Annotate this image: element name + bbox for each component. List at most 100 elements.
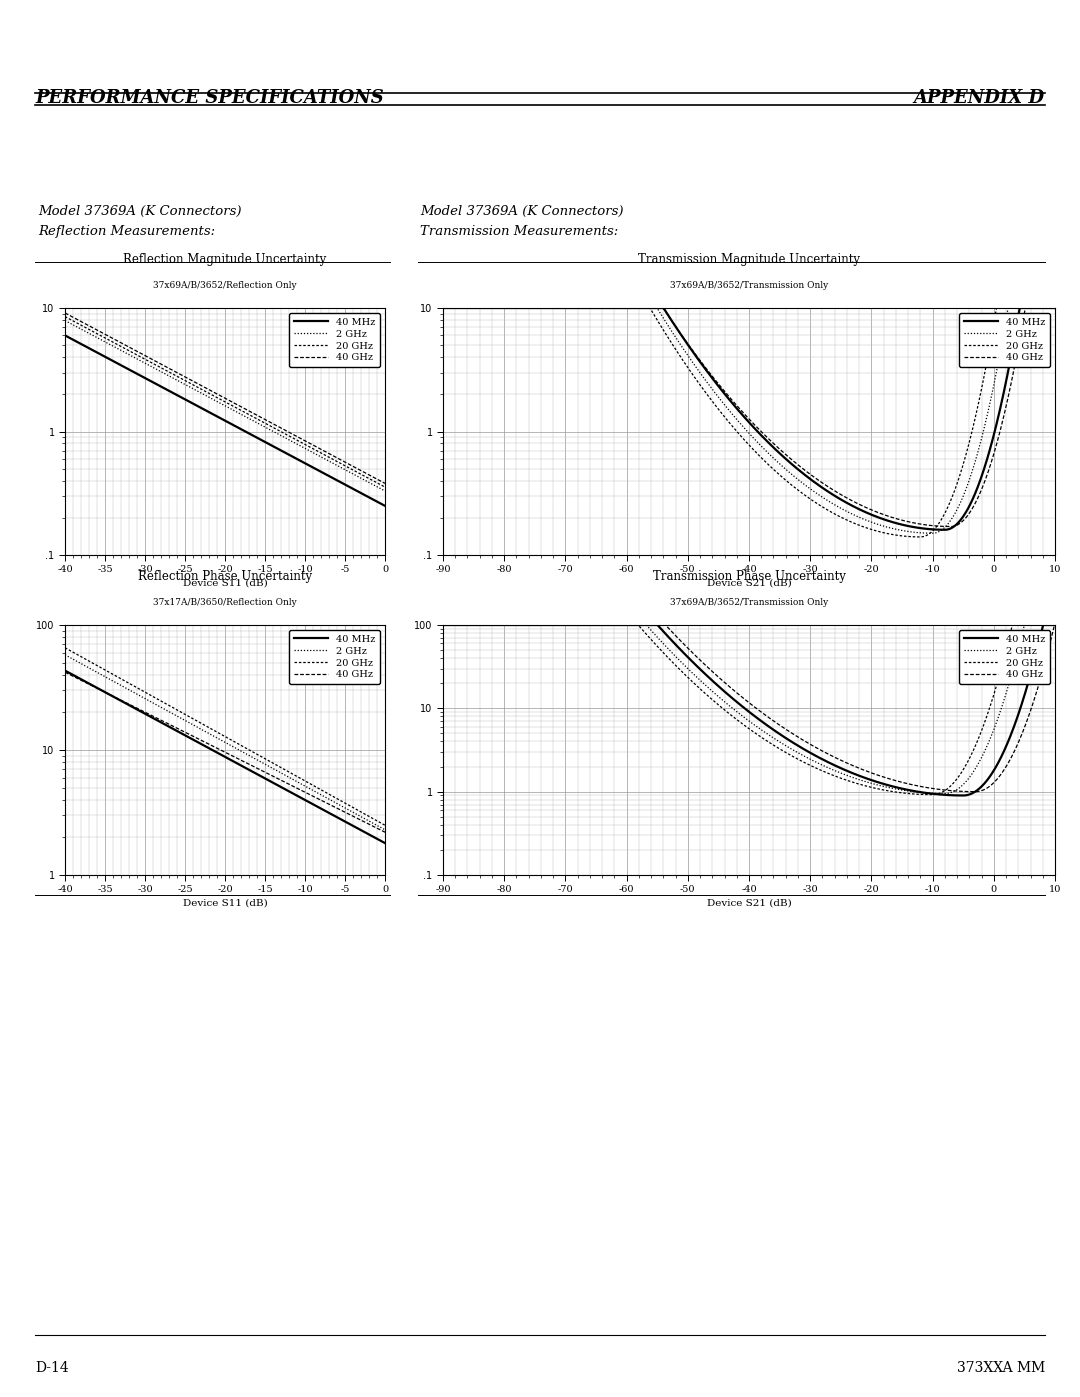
Legend: 40 MHz, 2 GHz, 20 GHz, 40 GHz: 40 MHz, 2 GHz, 20 GHz, 40 GHz — [289, 313, 380, 367]
20 GHz — [378, 479, 391, 496]
20 GHz — [58, 640, 71, 657]
2 GHz — [91, 330, 104, 346]
40 GHz — [499, 299, 512, 316]
20 GHz — [91, 326, 104, 342]
Text: Reflection Measurements:: Reflection Measurements: — [38, 225, 215, 237]
40 MHz — [91, 680, 104, 697]
Text: Model 37369A (K Connectors): Model 37369A (K Connectors) — [420, 205, 623, 218]
20 GHz — [1049, 299, 1062, 316]
2 GHz — [1049, 616, 1062, 633]
40 GHz — [279, 774, 292, 791]
Text: Reflection Magnitude Uncertainty: Reflection Magnitude Uncertainty — [123, 253, 326, 265]
Line: 2 GHz: 2 GHz — [443, 624, 1055, 793]
40 MHz — [924, 785, 937, 802]
40 GHz — [314, 440, 327, 457]
2 GHz — [200, 387, 213, 404]
40 MHz — [279, 444, 292, 461]
40 GHz — [499, 616, 512, 633]
Text: 373XXA MM: 373XXA MM — [957, 1361, 1045, 1375]
2 GHz — [706, 381, 719, 398]
20 GHz — [924, 787, 937, 803]
Line: 40 MHz: 40 MHz — [443, 624, 1055, 795]
40 MHz — [924, 521, 937, 538]
Line: 20 GHz: 20 GHz — [443, 307, 1055, 536]
40 MHz — [684, 339, 697, 356]
2 GHz — [378, 821, 391, 838]
40 GHz — [188, 728, 201, 745]
Legend: 40 MHz, 2 GHz, 20 GHz, 40 GHz: 40 MHz, 2 GHz, 20 GHz, 40 GHz — [959, 630, 1050, 685]
2 GHz — [58, 312, 71, 328]
Line: 20 GHz: 20 GHz — [65, 317, 384, 488]
Text: PERFORMANCE SPECIFICATIONS: PERFORMANCE SPECIFICATIONS — [35, 89, 383, 108]
20 GHz — [914, 787, 927, 803]
Line: 40 MHz: 40 MHz — [65, 671, 384, 844]
40 MHz — [308, 460, 321, 476]
20 GHz — [378, 817, 391, 834]
2 GHz — [1049, 299, 1062, 316]
40 MHz — [378, 835, 391, 852]
20 GHz — [926, 524, 939, 541]
40 GHz — [436, 299, 449, 316]
20 GHz — [926, 787, 939, 803]
Text: Transmission Measurements:: Transmission Measurements: — [420, 225, 618, 237]
X-axis label: Device S21 (dB): Device S21 (dB) — [706, 578, 792, 588]
20 GHz — [200, 383, 213, 400]
40 MHz — [1049, 299, 1062, 316]
Text: 37x69A/B/3652/Transmission Only: 37x69A/B/3652/Transmission Only — [670, 598, 828, 606]
X-axis label: Device S11 (dB): Device S11 (dB) — [183, 898, 268, 908]
X-axis label: Device S11 (dB): Device S11 (dB) — [183, 578, 268, 588]
Legend: 40 MHz, 2 GHz, 20 GHz, 40 GHz: 40 MHz, 2 GHz, 20 GHz, 40 GHz — [289, 630, 380, 685]
20 GHz — [188, 711, 201, 728]
20 GHz — [308, 778, 321, 795]
2 GHz — [279, 767, 292, 784]
40 MHz — [58, 662, 71, 679]
20 GHz — [91, 658, 104, 675]
20 GHz — [856, 518, 869, 535]
40 GHz — [856, 761, 869, 778]
20 GHz — [914, 528, 927, 545]
40 MHz — [706, 370, 719, 387]
40 MHz — [436, 616, 449, 633]
40 MHz — [314, 800, 327, 817]
2 GHz — [188, 717, 201, 733]
20 GHz — [279, 761, 292, 778]
40 MHz — [1049, 616, 1062, 633]
40 GHz — [706, 369, 719, 386]
20 GHz — [314, 781, 327, 798]
2 GHz — [279, 429, 292, 446]
20 GHz — [436, 616, 449, 633]
Line: 2 GHz: 2 GHz — [65, 655, 384, 830]
40 GHz — [944, 518, 957, 535]
X-axis label: Device S21 (dB): Device S21 (dB) — [706, 898, 792, 908]
40 MHz — [914, 784, 927, 800]
40 GHz — [684, 339, 697, 356]
40 GHz — [188, 373, 201, 390]
Text: Transmission Phase Uncertainty: Transmission Phase Uncertainty — [652, 570, 846, 583]
40 GHz — [314, 792, 327, 809]
20 GHz — [58, 309, 71, 326]
Legend: 40 MHz, 2 GHz, 20 GHz, 40 GHz: 40 MHz, 2 GHz, 20 GHz, 40 GHz — [959, 313, 1050, 367]
20 GHz — [706, 692, 719, 708]
40 GHz — [1049, 616, 1062, 633]
2 GHz — [926, 525, 939, 542]
2 GHz — [924, 785, 937, 802]
40 GHz — [924, 517, 937, 534]
Line: 40 MHz: 40 MHz — [65, 335, 384, 506]
40 GHz — [436, 616, 449, 633]
2 GHz — [499, 299, 512, 316]
2 GHz — [91, 664, 104, 680]
40 MHz — [939, 521, 951, 538]
40 GHz — [378, 824, 391, 841]
Line: 40 GHz: 40 GHz — [65, 672, 384, 833]
40 MHz — [684, 651, 697, 668]
20 GHz — [200, 718, 213, 735]
20 GHz — [1049, 616, 1062, 633]
20 GHz — [684, 672, 697, 689]
2 GHz — [314, 448, 327, 465]
20 GHz — [684, 363, 697, 380]
40 GHz — [308, 437, 321, 454]
20 GHz — [314, 444, 327, 461]
2 GHz — [58, 647, 71, 664]
40 MHz — [188, 395, 201, 412]
2 GHz — [308, 446, 321, 462]
